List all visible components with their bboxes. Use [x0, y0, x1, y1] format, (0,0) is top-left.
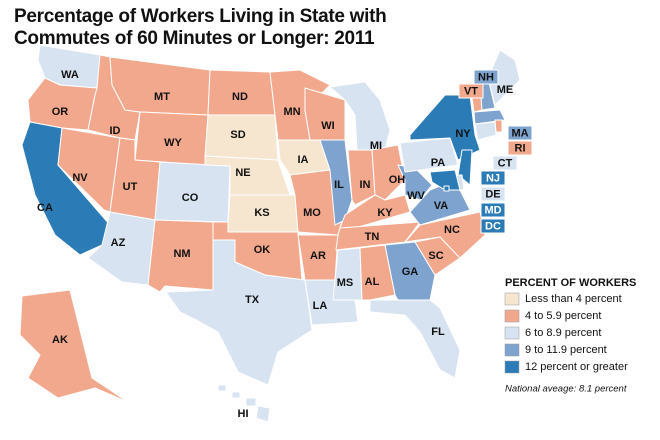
state-label: UT — [123, 181, 138, 193]
state-label: CA — [37, 202, 53, 214]
state — [332, 247, 363, 301]
legend-swatch — [504, 360, 520, 374]
state — [429, 169, 461, 191]
note: National aveage: 8.1 percent — [505, 384, 627, 395]
state-label: AR — [310, 250, 326, 262]
state — [409, 179, 471, 226]
state-label: NJ — [486, 172, 500, 184]
state — [335, 221, 421, 251]
state-callout — [480, 218, 506, 234]
state — [109, 56, 211, 116]
state-label: VT — [464, 85, 478, 97]
state-label: AZ — [111, 237, 126, 249]
state-label: MO — [303, 207, 321, 219]
state-label: PA — [431, 157, 446, 169]
state-label: DC — [485, 220, 501, 232]
state — [409, 94, 481, 161]
state-label: NV — [72, 172, 88, 184]
state — [399, 137, 459, 173]
state-label: MI — [370, 140, 382, 152]
state-label: IN — [360, 179, 371, 191]
state — [217, 384, 271, 423]
state-label: RI — [515, 142, 526, 154]
state-label: FL — [431, 326, 445, 338]
state-label: KS — [254, 207, 269, 219]
state-callout — [507, 125, 533, 141]
state — [443, 185, 450, 192]
state-label: NH — [478, 71, 494, 83]
state-label: WV — [407, 190, 425, 202]
state-label: NM — [173, 248, 190, 260]
legend-swatch — [504, 343, 520, 357]
legend-label: 4 to 5.9 percent — [525, 310, 601, 322]
state-label: NE — [235, 167, 250, 179]
state-label: MT — [154, 91, 170, 103]
state-label: CO — [182, 192, 199, 204]
state-label: OH — [389, 174, 406, 186]
state-callout — [473, 69, 499, 85]
state — [359, 244, 396, 301]
legend-label: 6 to 8.9 percent — [525, 327, 601, 339]
state-label: CT — [498, 157, 513, 169]
state-label: MD — [484, 204, 501, 216]
state-label: SD — [230, 129, 245, 141]
legend-label: 9 to 11.9 percent — [525, 344, 607, 356]
state-label: TN — [365, 231, 380, 243]
state-label: TX — [245, 294, 260, 306]
state-label: MN — [283, 106, 300, 118]
state-label: GA — [402, 266, 419, 278]
state — [19, 289, 129, 403]
state — [474, 121, 497, 141]
state-callout — [480, 202, 506, 218]
state — [347, 149, 376, 206]
state-label: IL — [334, 179, 344, 191]
state-label: WA — [61, 69, 79, 81]
legend-title: PERCENT OF WORKERS — [505, 277, 636, 289]
state-label: KY — [377, 207, 393, 219]
state-label: NC — [444, 224, 460, 236]
state-label: DE — [485, 188, 500, 200]
state — [371, 144, 406, 201]
title: Percentage of Workers Living in State wi… — [14, 6, 387, 49]
state — [57, 127, 121, 213]
state-label: WI — [321, 120, 334, 132]
state-callout — [480, 186, 506, 202]
state — [487, 49, 521, 106]
state-label: MS — [337, 277, 354, 289]
state-label: HI — [238, 408, 249, 420]
state-label: OK — [254, 244, 271, 256]
state — [165, 239, 313, 386]
state-label: SC — [428, 250, 443, 262]
state-callout — [507, 140, 533, 156]
state-label: ME — [497, 84, 514, 96]
legend-label: 12 percent or greater — [525, 361, 628, 373]
state-label: AL — [365, 276, 380, 288]
state — [369, 299, 461, 379]
state-label: ID — [110, 125, 121, 137]
state-label: LA — [313, 300, 328, 312]
state-callout — [492, 155, 518, 171]
state-callout — [458, 83, 484, 99]
legend-swatch — [504, 309, 520, 323]
state-label: ND — [232, 91, 248, 103]
state — [304, 87, 346, 141]
state-label: NY — [455, 128, 471, 140]
state-label: IA — [298, 154, 309, 166]
state-label: WY — [164, 137, 182, 149]
state-label: OR — [52, 106, 69, 118]
state-label: VA — [434, 200, 449, 212]
state-callout — [480, 170, 506, 186]
legend-swatch — [504, 292, 520, 306]
state-label: AK — [52, 334, 68, 346]
state-label: MA — [511, 127, 528, 139]
legend-swatch — [504, 326, 520, 340]
state — [404, 211, 486, 259]
legend-label: Less than 4 percent — [525, 293, 622, 305]
